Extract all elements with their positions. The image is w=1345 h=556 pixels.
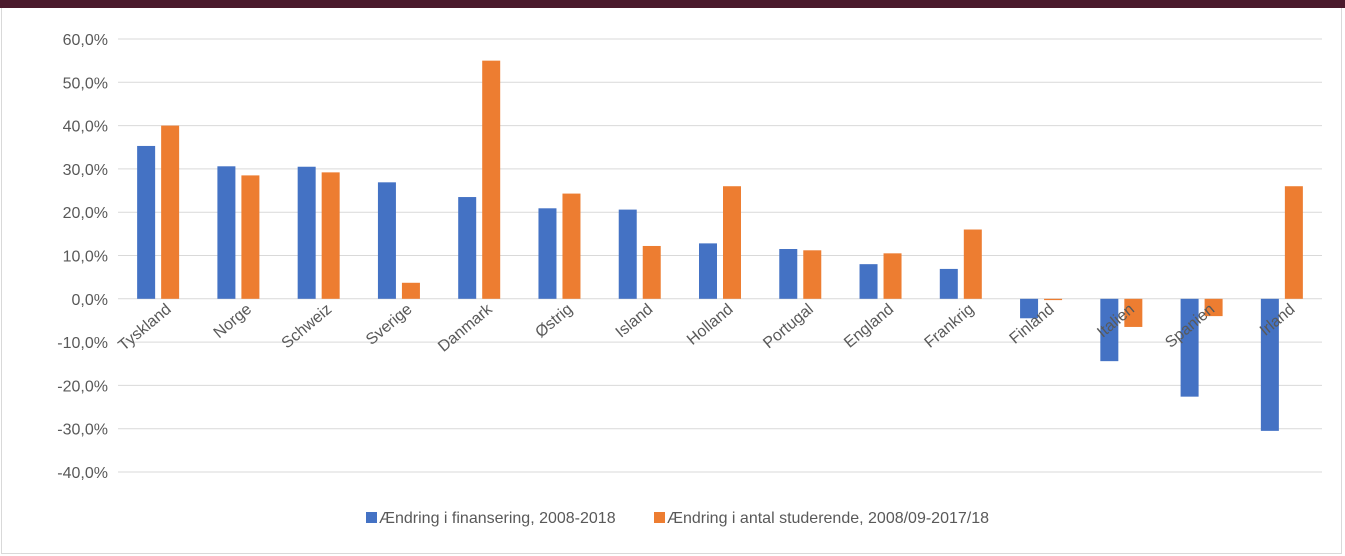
category-label: Portugal [760,301,817,352]
category-label: Sverige [363,301,416,349]
y-tick-label: -40,0% [57,465,108,482]
bar-finansering-portugal [779,249,798,299]
bar-studerende-frankrig [963,229,982,299]
bar-finansering-england [859,264,878,299]
bars [137,60,1303,431]
category-labels: Tyskland Norge Schweiz Sverige Danmark Østrig… [115,300,1298,355]
bar-finansering-sverige [377,182,396,299]
bar-studerende-sverige [401,282,420,299]
bar-finansering-italien [1100,298,1119,362]
category-label: Island [613,301,657,341]
legend: Ændring i finansering, 2008-2018 Ændring … [366,510,989,527]
legend-swatch [654,512,665,523]
y-tick-label: 50,0% [63,75,108,92]
gridlines [118,38,1322,473]
bar-finansering-norge [217,166,236,299]
category-label: Holland [684,301,736,349]
bar-studerende-østrig [562,193,581,299]
legend-label: Ændring i antal studerende, 2008/09-2017… [667,510,989,527]
category-label: Norge [211,301,255,342]
bar-finansering-island [618,209,637,299]
bar-studerende-danmark [482,60,501,299]
chart-frame [1,8,1342,554]
y-tick-label: 60,0% [63,32,108,49]
category-label: Danmark [435,300,496,355]
bar-studerende-england [883,253,902,299]
y-tick-label: 0,0% [72,292,108,309]
bar-finansering-finland [1020,298,1039,319]
y-tick-label: 10,0% [63,249,108,266]
top-accent-bar [0,0,1345,8]
bar-studerende-norge [241,175,260,299]
y-tick-label: 40,0% [63,119,108,136]
category-label: Østrig [532,301,576,341]
bar-studerende-island [642,245,661,299]
legend-label: Ændring i finansering, 2008-2018 [379,510,616,527]
bar-studerende-holland [723,186,741,299]
category-label: Schweiz [279,301,336,352]
y-tick-label: -20,0% [57,378,108,395]
legend-swatch [366,512,377,523]
bar-studerende-schweiz [321,172,340,299]
bar-finansering-irland [1260,298,1279,431]
y-axis-ticks: 60,0% 50,0% 40,0% 30,0% 20,0% 10,0% 0,0% -10,0%… [57,32,108,482]
category-label: Frankrig [921,301,977,352]
y-tick-label: -10,0% [57,335,108,352]
bar-finansering-tyskland [137,145,156,299]
bar-studerende-tyskland [161,125,180,299]
bar-studerende-portugal [803,250,822,299]
bar-finansering-holland [699,243,717,299]
bar-finansering-frankrig [939,268,958,299]
bar-finansering-danmark [458,197,477,299]
y-tick-label: -30,0% [57,422,108,439]
bar-studerende-italien [1124,298,1143,327]
bar-studerende-spanien [1204,298,1223,317]
y-tick-label: 30,0% [63,162,108,179]
bar-finansering-spanien [1180,298,1199,397]
category-label: Tyskland [115,301,174,355]
y-tick-label: 20,0% [63,205,108,222]
bar-studerende-irland [1284,186,1303,299]
category-label: England [841,301,897,352]
bar-finansering-schweiz [297,166,316,299]
bar-studerende-finland [1044,298,1063,301]
bar-finansering-østrig [538,208,557,299]
